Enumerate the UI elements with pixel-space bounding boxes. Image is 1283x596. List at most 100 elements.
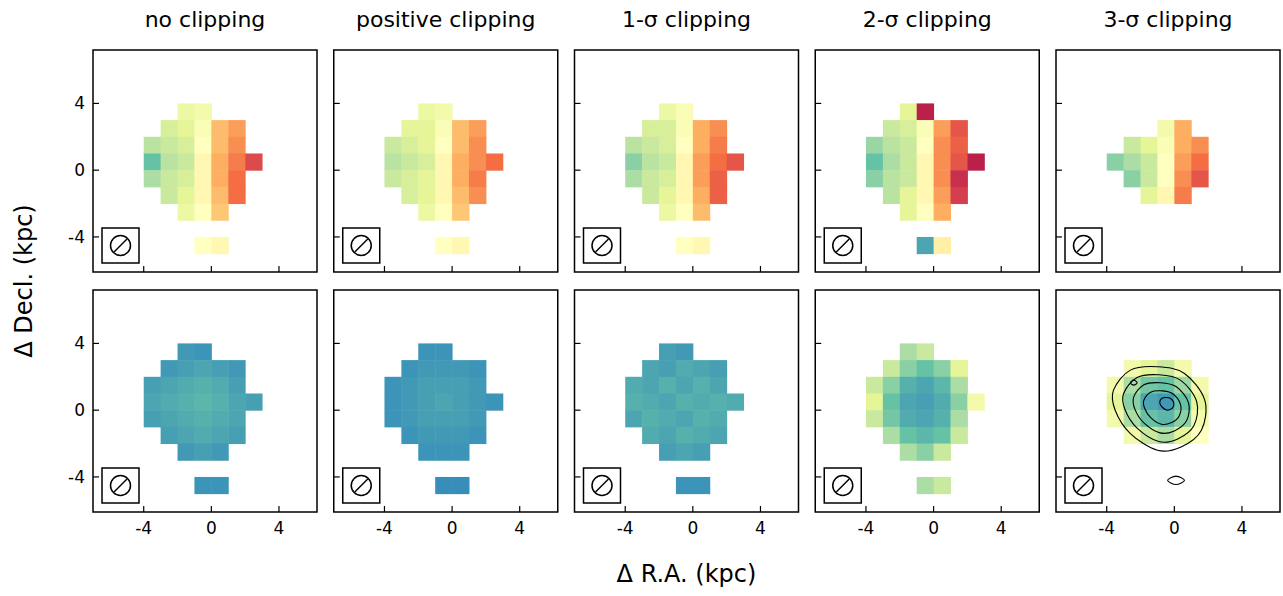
cell xyxy=(211,377,228,394)
cell xyxy=(676,237,693,254)
cell xyxy=(659,170,676,187)
y-tick xyxy=(93,103,99,104)
y-tick xyxy=(575,343,581,344)
cell xyxy=(228,360,245,377)
y-tick xyxy=(93,236,99,237)
x-tick xyxy=(278,266,279,272)
cell xyxy=(693,410,710,427)
cell xyxy=(917,377,934,394)
cell xyxy=(642,360,659,377)
cell xyxy=(194,444,211,461)
cell xyxy=(659,444,676,461)
panel xyxy=(815,50,1039,272)
cell xyxy=(435,103,452,120)
cell xyxy=(384,153,401,170)
beam-box xyxy=(824,228,861,263)
cell xyxy=(710,360,727,377)
panel-title: no clipping xyxy=(145,7,266,32)
cell xyxy=(917,153,934,170)
cell xyxy=(950,153,967,170)
cell xyxy=(194,410,211,427)
cell xyxy=(900,137,917,154)
cell xyxy=(676,477,693,494)
cell xyxy=(245,153,262,170)
frame xyxy=(334,50,558,272)
cell xyxy=(384,377,401,394)
cell xyxy=(1157,393,1174,410)
cell xyxy=(178,187,195,204)
cells xyxy=(144,343,263,494)
cell xyxy=(211,187,228,204)
beam xyxy=(111,236,131,256)
cell xyxy=(642,153,659,170)
cell xyxy=(178,204,195,221)
cell xyxy=(469,427,486,444)
cell xyxy=(659,343,676,360)
cell xyxy=(659,153,676,170)
cell xyxy=(228,410,245,427)
beam xyxy=(111,476,131,496)
cell xyxy=(161,187,178,204)
beam-hatch xyxy=(355,479,368,492)
cell xyxy=(710,153,727,170)
cell xyxy=(435,360,452,377)
cell xyxy=(1174,137,1191,154)
cell xyxy=(917,343,934,360)
cell xyxy=(452,410,469,427)
cell xyxy=(934,137,951,154)
cell xyxy=(211,393,228,410)
y-tick xyxy=(815,476,821,477)
cell xyxy=(435,343,452,360)
cell xyxy=(211,137,228,154)
panel xyxy=(334,50,558,272)
contour xyxy=(1123,375,1198,443)
cell xyxy=(950,427,967,444)
cell xyxy=(418,444,435,461)
cell xyxy=(934,237,951,254)
cell xyxy=(676,187,693,204)
panel xyxy=(1056,50,1280,272)
cell xyxy=(1174,377,1191,394)
x-tick-label: 0 xyxy=(928,518,939,538)
cell xyxy=(950,137,967,154)
cell xyxy=(934,427,951,444)
y-tick xyxy=(93,170,99,171)
cell xyxy=(418,360,435,377)
panel: -404 xyxy=(334,290,558,538)
cell xyxy=(1141,170,1158,187)
cells xyxy=(384,343,503,494)
cell xyxy=(917,170,934,187)
x-tick xyxy=(1001,266,1002,272)
y-tick xyxy=(815,410,821,411)
x-tick-label: -4 xyxy=(376,518,393,538)
x-tick xyxy=(692,266,693,272)
cell xyxy=(178,170,195,187)
x-tick xyxy=(760,506,761,512)
x-tick xyxy=(625,506,626,512)
contour xyxy=(1130,380,1137,385)
cell xyxy=(194,343,211,360)
cells xyxy=(1107,360,1209,484)
cell xyxy=(1124,393,1141,410)
y-tick-label: -4 xyxy=(68,227,85,247)
cell xyxy=(1141,427,1158,444)
cell xyxy=(693,187,710,204)
panel: -404 xyxy=(575,290,799,538)
cell xyxy=(228,137,245,154)
beam xyxy=(351,236,371,256)
cell xyxy=(435,137,452,154)
cell xyxy=(642,377,659,394)
cell xyxy=(676,120,693,137)
cell xyxy=(161,120,178,137)
contour xyxy=(1168,476,1185,484)
cell xyxy=(228,120,245,137)
cell xyxy=(693,137,710,154)
cell xyxy=(710,377,727,394)
cell xyxy=(950,410,967,427)
cells xyxy=(866,343,985,494)
cell xyxy=(917,427,934,444)
cell xyxy=(211,204,228,221)
cell xyxy=(161,137,178,154)
cell xyxy=(934,360,951,377)
cell xyxy=(693,237,710,254)
